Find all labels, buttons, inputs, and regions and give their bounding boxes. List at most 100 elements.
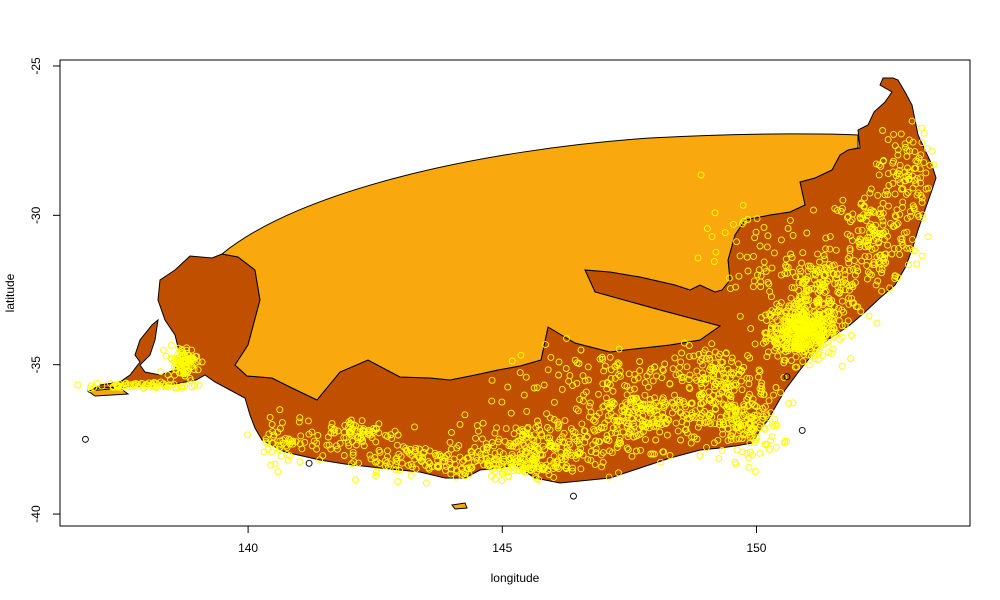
occurrence-point (719, 369, 727, 377)
occurrence-point (269, 428, 277, 436)
occurrence-point (488, 376, 496, 384)
occurrence-point (578, 420, 586, 428)
occurrence-point (831, 280, 839, 288)
occurrence-point (891, 142, 899, 150)
occurrence-point (832, 246, 840, 254)
occurrence-point (719, 400, 727, 408)
occurrence-point (642, 436, 649, 444)
occurrence-point (894, 219, 902, 227)
occurrence-point (634, 431, 642, 439)
occurrence-point (928, 147, 936, 155)
occurrence-point (833, 329, 840, 337)
occurrence-point (484, 462, 492, 470)
occurrence-point (555, 358, 563, 366)
occurrence-point (502, 425, 510, 433)
occurrence-point (584, 363, 592, 371)
occurrence-point (770, 249, 778, 257)
occurrence-point (782, 348, 789, 356)
occurrence-point (800, 290, 808, 298)
occurrence-point (316, 456, 324, 464)
occurrence-point (447, 445, 455, 453)
occurrence-point (801, 348, 809, 356)
occurrence-point (536, 426, 544, 434)
occurrence-point (909, 138, 917, 146)
occurrence-point (727, 436, 735, 444)
occurrence-point (386, 460, 394, 468)
occurrence-point (765, 280, 773, 288)
occurrence-point (799, 358, 807, 365)
occurrence-point (905, 172, 913, 179)
occurrence-point (571, 428, 579, 436)
occurrence-point (561, 417, 569, 425)
occurrence-point (828, 320, 836, 328)
occurrence-point (637, 446, 645, 454)
occurrence-point (346, 419, 354, 427)
occurrence-point (538, 451, 546, 459)
occurrence-point (520, 391, 528, 399)
occurrence-point (759, 415, 767, 423)
occurrence-point (676, 396, 684, 404)
occurrence-point (453, 467, 461, 475)
occurrence-point (906, 208, 914, 216)
occurrence-point (879, 127, 887, 134)
occurrence-point (753, 411, 761, 419)
occurrence-point (879, 199, 887, 207)
occurrence-point (731, 458, 739, 466)
occurrence-point (767, 323, 775, 331)
occurrence-point (583, 433, 590, 441)
occurrence-point (768, 264, 776, 272)
occurrence-point (474, 427, 482, 435)
occurrence-point (708, 233, 716, 241)
occurrence-point (604, 416, 612, 424)
occurrence-point (813, 280, 821, 288)
occurrence-point (919, 214, 927, 222)
occurrence-point (516, 455, 524, 462)
occurrence-point (591, 461, 599, 469)
occurrence-point (918, 139, 926, 147)
occurrence-point (753, 403, 761, 411)
occurrence-point (547, 353, 555, 361)
occurrence-point (798, 322, 806, 330)
occurrence-point (717, 358, 725, 366)
occurrence-point (372, 438, 380, 446)
occurrence-point (733, 405, 741, 413)
occurrence-point (699, 361, 706, 369)
occurrence-point (828, 316, 836, 323)
occurrence-point (836, 286, 844, 294)
occurrence-point (601, 362, 609, 370)
occurrence-point (191, 359, 199, 367)
occurrence-point (825, 297, 833, 305)
occurrence-point (830, 303, 838, 310)
occurrence-point (878, 266, 886, 273)
occurrence-point (669, 365, 677, 373)
occurrence-point (733, 415, 740, 423)
occurrence-point (703, 225, 711, 233)
occurrence-point (649, 402, 657, 409)
occurrence-point (551, 445, 558, 453)
occurrence-point (749, 427, 757, 435)
occurrence-point (808, 353, 815, 361)
occurrence-point (745, 454, 753, 462)
occurrence-points (74, 117, 938, 487)
occurrence-point (630, 385, 638, 393)
occurrence-point (813, 310, 821, 318)
occurrence-point (821, 255, 829, 263)
occurrence-point (892, 172, 900, 180)
occurrence-point (629, 415, 637, 423)
occurrence-point (881, 191, 889, 199)
occurrence-point (328, 420, 336, 428)
occurrence-point (675, 370, 683, 378)
occurrence-point (903, 152, 911, 160)
occurrence-point (394, 478, 402, 486)
occurrence-point (507, 409, 515, 417)
occurrence-point (799, 249, 807, 257)
occurrence-point (882, 187, 890, 195)
occurrence-point (773, 421, 781, 429)
occurrence-point (495, 461, 503, 469)
occurrence-point (898, 238, 906, 246)
occurrence-point (841, 286, 849, 294)
occurrence-point (716, 418, 724, 426)
occurrence-point (608, 449, 616, 457)
occurrence-point (772, 384, 780, 391)
